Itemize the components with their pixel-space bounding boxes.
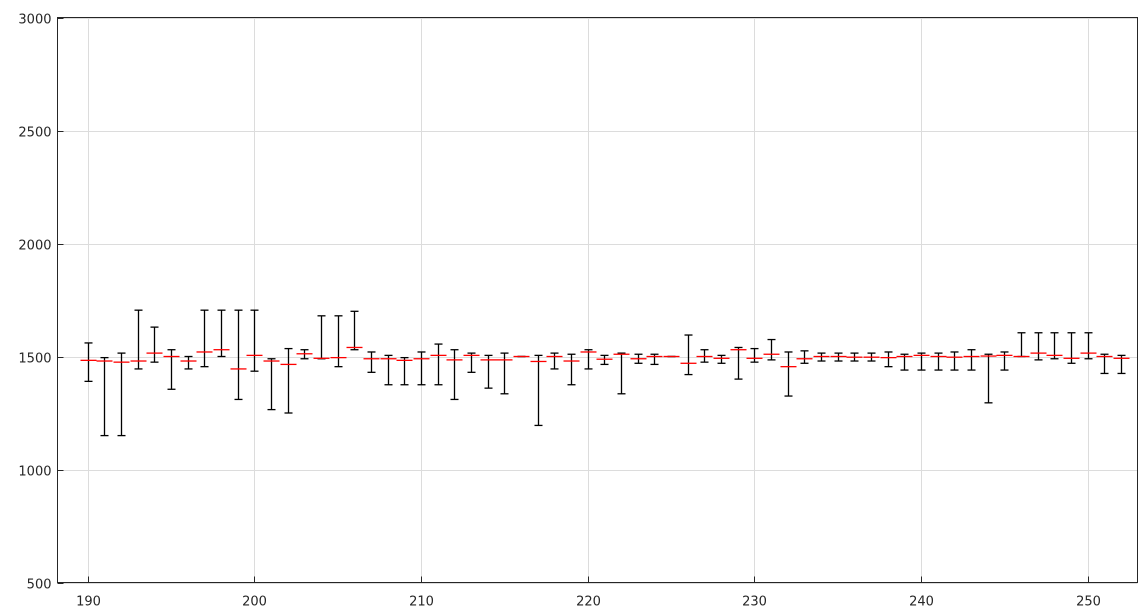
error-bar [163,349,180,390]
error-bar [180,355,197,370]
error-bar [330,315,347,368]
error-bar [713,354,730,364]
x-tick-label: 230 [742,595,767,610]
x-tick-label: 210 [409,595,434,610]
error-bar [1030,332,1047,361]
error-bar [846,352,863,362]
error-bar [596,354,613,366]
error-bar [530,354,547,427]
error-bar [80,342,97,383]
error-bar [946,351,963,371]
error-bar [1046,332,1063,360]
error-bar [996,351,1013,371]
error-bar [1113,354,1130,375]
y-tick-label: 2000 [18,239,51,254]
error-bar [680,334,697,376]
error-bar [813,352,830,362]
error-bar [630,353,647,364]
error-bar [346,310,363,351]
error-bar [446,349,463,401]
error-bar [930,352,947,371]
error-bar [230,309,247,401]
error-bar [1063,332,1080,364]
error-bar [963,349,980,371]
error-bar [896,353,913,371]
error-bar [480,354,497,389]
axes [57,17,1138,583]
error-bar [730,346,747,380]
error-bar-series [80,309,1130,437]
error-bar [913,352,930,371]
y-axis-ticks: 500 1000 1500 2000 2500 3000 [18,13,64,593]
error-bar [863,352,880,362]
error-bar [313,315,330,360]
error-bar [430,343,447,386]
error-bar [746,347,763,363]
error-bar [113,352,130,437]
error-bar [196,309,213,368]
error-bar [296,349,313,360]
error-bar [1080,332,1097,360]
error-bar [1096,353,1113,375]
error-bar [463,352,480,373]
error-bar [380,354,397,386]
error-bar [496,352,513,395]
error-bar [246,309,263,372]
y-tick-label: 500 [27,578,52,593]
x-tick-label: 250 [1076,595,1101,610]
x-tick-label: 190 [76,595,101,610]
error-bar [646,353,663,366]
error-bar [780,351,797,397]
error-bar [980,353,997,404]
y-tick-label: 1000 [18,465,51,480]
y-tick-label: 2500 [18,126,51,141]
error-bar [563,353,580,386]
error-bar [763,338,780,361]
y-tick-label: 3000 [18,13,51,28]
error-bar [580,349,597,370]
error-bar [96,356,113,437]
error-bar [830,352,847,362]
error-bar [546,352,563,370]
x-tick-label: 200 [242,595,267,610]
error-bar [363,351,380,373]
x-tick-label: 220 [576,595,601,610]
error-bar [613,352,630,395]
error-bar [1013,332,1030,358]
error-bar [396,356,413,386]
error-bar [130,309,147,370]
y-tick-label: 1500 [18,352,51,367]
error-bar [696,349,713,363]
x-tick-label: 240 [909,595,934,610]
error-bar [280,347,297,414]
error-bar [263,358,280,411]
error-bar [796,350,813,364]
error-bar [880,351,897,368]
error-bar [413,351,430,386]
error-bar [146,326,163,363]
x-axis-ticks: 190 200 210 220 230 240 250 [76,576,1101,610]
plot-area-border [57,17,1138,583]
error-bar [213,309,230,358]
